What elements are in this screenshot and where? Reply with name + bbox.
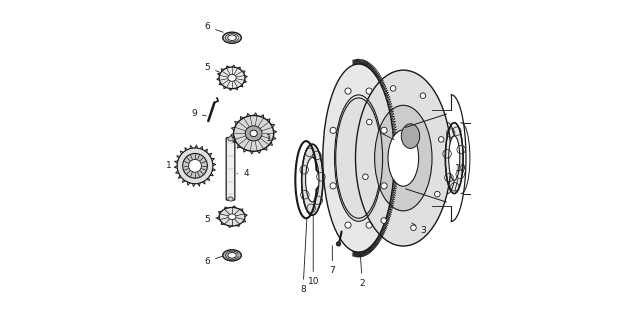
Ellipse shape — [219, 67, 245, 89]
Circle shape — [363, 174, 368, 179]
Circle shape — [438, 137, 444, 142]
Text: 3: 3 — [412, 223, 426, 235]
Ellipse shape — [228, 197, 233, 201]
Ellipse shape — [301, 144, 323, 215]
Circle shape — [330, 183, 336, 189]
Ellipse shape — [234, 116, 274, 151]
Circle shape — [189, 159, 202, 172]
Circle shape — [345, 88, 351, 94]
Circle shape — [381, 183, 387, 189]
Ellipse shape — [449, 136, 460, 180]
Text: 7: 7 — [330, 246, 335, 275]
Ellipse shape — [245, 126, 262, 141]
Ellipse shape — [228, 253, 236, 258]
Ellipse shape — [401, 124, 420, 148]
Circle shape — [177, 148, 213, 184]
Text: 1: 1 — [266, 134, 272, 143]
Text: 2: 2 — [360, 254, 365, 288]
Ellipse shape — [374, 105, 432, 211]
Ellipse shape — [355, 70, 451, 246]
Circle shape — [345, 222, 351, 228]
Ellipse shape — [223, 250, 241, 261]
Circle shape — [411, 225, 416, 231]
Circle shape — [420, 93, 426, 98]
Ellipse shape — [388, 130, 419, 186]
Text: 5: 5 — [205, 63, 220, 72]
Ellipse shape — [219, 207, 245, 226]
Circle shape — [381, 218, 387, 223]
Text: 5: 5 — [205, 215, 219, 224]
Text: 6: 6 — [205, 256, 222, 266]
Text: 10: 10 — [307, 216, 319, 286]
Ellipse shape — [228, 74, 236, 81]
Ellipse shape — [445, 122, 463, 193]
Circle shape — [435, 191, 440, 197]
Ellipse shape — [336, 98, 381, 218]
Text: 9: 9 — [191, 109, 206, 118]
Text: 1: 1 — [166, 161, 177, 170]
Text: 8: 8 — [300, 218, 307, 294]
Ellipse shape — [228, 214, 236, 219]
Circle shape — [366, 88, 372, 94]
Text: 6: 6 — [205, 22, 223, 32]
Circle shape — [330, 127, 336, 133]
Circle shape — [367, 119, 372, 125]
FancyBboxPatch shape — [226, 138, 235, 200]
Circle shape — [390, 86, 396, 91]
Ellipse shape — [223, 32, 241, 43]
Ellipse shape — [306, 157, 319, 202]
Text: 10: 10 — [454, 164, 466, 191]
Circle shape — [182, 153, 207, 178]
Ellipse shape — [228, 35, 236, 41]
Circle shape — [381, 127, 387, 133]
Ellipse shape — [323, 64, 394, 252]
Circle shape — [337, 242, 340, 246]
Circle shape — [366, 222, 372, 228]
Ellipse shape — [228, 137, 233, 141]
Text: 4: 4 — [237, 169, 249, 178]
Ellipse shape — [250, 130, 257, 137]
